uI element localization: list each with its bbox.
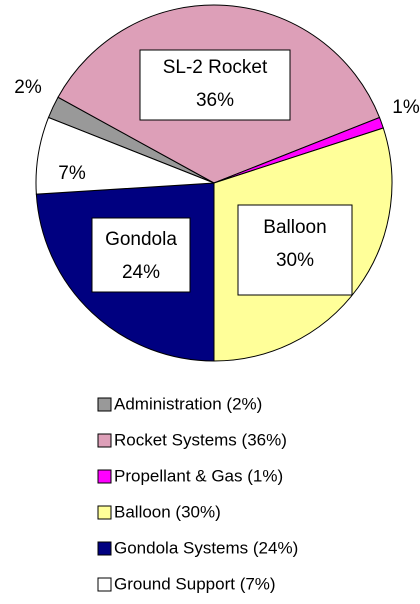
slice-value-label: 7% — [58, 163, 86, 184]
slice-value-label: 24% — [122, 262, 160, 283]
label-box — [139, 49, 291, 121]
legend-swatch — [97, 433, 112, 448]
slice-value-label: 2% — [14, 77, 42, 98]
slice-label: Balloon — [263, 217, 326, 238]
legend-label: Balloon (30%) — [114, 502, 221, 521]
slice-value-label: 30% — [276, 250, 314, 271]
legend-swatch — [97, 469, 112, 484]
slice-value-label: 1% — [392, 97, 420, 118]
slice-labels: 2% SL-2 Rocket 36% 1% Balloon 30% Gondola 24% 7% — [14, 49, 420, 296]
legend-swatch — [97, 505, 112, 520]
legend-swatch — [97, 397, 112, 412]
slice-label: SL-2 Rocket — [163, 57, 268, 78]
slice-value-label: 36% — [196, 90, 234, 111]
legend-label: Gondola Systems (24%) — [114, 538, 298, 557]
legend: Administration (2%) Rocket Systems (36%) P… — [97, 394, 298, 593]
legend-label: Ground Support (7%) — [114, 574, 276, 593]
legend-swatch — [97, 577, 112, 592]
label-box — [91, 217, 191, 293]
legend-label: Propellant & Gas (1%) — [114, 466, 283, 485]
label-box — [237, 204, 353, 296]
legend-label: Rocket Systems (36%) — [114, 430, 287, 449]
legend-swatch — [97, 541, 112, 556]
slice-label: Gondola — [105, 229, 177, 250]
legend-label: Administration (2%) — [114, 394, 262, 413]
slice — [35, 116, 215, 195]
